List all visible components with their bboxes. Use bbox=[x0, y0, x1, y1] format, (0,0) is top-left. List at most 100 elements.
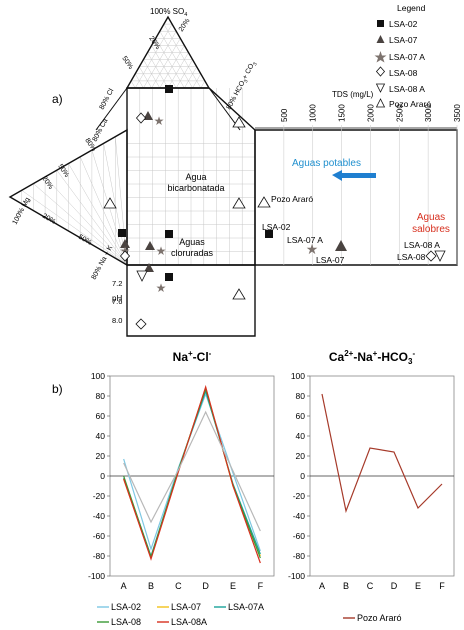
tds-tick-label: 3500 bbox=[453, 104, 462, 122]
x-tick-label: E bbox=[230, 581, 236, 591]
x-tick-label: D bbox=[202, 581, 209, 591]
tds-tick-label: 500 bbox=[280, 108, 289, 122]
legend-item-lsa08a: LSA-08 A bbox=[389, 84, 425, 94]
marker-pozo-tds bbox=[257, 196, 271, 208]
y-tick-label: -40 bbox=[293, 511, 306, 521]
y-tick-label: 100 bbox=[291, 371, 305, 381]
ph-label: pH bbox=[112, 294, 122, 303]
legend-b-lsa08: LSA-08 bbox=[111, 617, 141, 627]
tick-20-left-up: 20% bbox=[40, 175, 54, 191]
legend-b-lsa07: LSA-07 bbox=[171, 602, 201, 612]
legend-marker-lsa08 bbox=[375, 66, 386, 77]
marker-lsa02-center bbox=[165, 230, 173, 238]
aguas-salobres-2: salobres bbox=[412, 224, 450, 235]
diamond-edge bbox=[95, 87, 128, 131]
tick-20-top-r: 20% bbox=[178, 18, 192, 34]
legend-marker-lsa02 bbox=[377, 20, 384, 27]
lsa08-label: LSA-08 bbox=[397, 252, 426, 262]
legend-item-lsa08: LSA-08 bbox=[389, 68, 418, 78]
marker-lsa07a-ph: ★ bbox=[156, 281, 167, 295]
marker-lsa08a-ph bbox=[136, 270, 148, 282]
piper-grid bbox=[21, 23, 255, 266]
y-tick-label: -80 bbox=[93, 551, 106, 561]
series-line-lsa-08 bbox=[123, 386, 261, 559]
marker-pozo-left bbox=[103, 197, 117, 209]
legend-b-pozo: Pozo Araró bbox=[357, 613, 402, 623]
aguas-cloruradas-2: cloruradas bbox=[171, 248, 214, 258]
legend-item-lsa02: LSA-02 bbox=[389, 19, 418, 29]
panel-b-label: b) bbox=[52, 382, 63, 396]
marker-lsa07a-tds: ★ bbox=[306, 241, 319, 257]
label-na-k: 80% Na + K bbox=[91, 244, 115, 281]
chart-na-cl: 100 80 60 40 20 0 -20 -40 -60 -80 -100 A B C D E F bbox=[88, 371, 275, 591]
label-so4: 100% SO4 bbox=[150, 7, 187, 18]
series-line-lsa-07a bbox=[123, 389, 261, 558]
piper-markers: ★ ★ ★ ★ ★ bbox=[103, 85, 446, 330]
marker-lsa08-left bbox=[119, 250, 131, 262]
legend-b: LSA-02 LSA-07 LSA-07A LSA-08 LSA-08A Poz… bbox=[97, 602, 402, 627]
potables-arrow-icon bbox=[332, 170, 376, 181]
legend-item-pozo: Pozo Araró bbox=[389, 99, 431, 109]
lsa02-label: LSA-02 bbox=[262, 222, 291, 232]
x-tick-label: F bbox=[439, 581, 445, 591]
x-tick-label: C bbox=[175, 581, 182, 591]
tds-label: TDS (mg/L) bbox=[332, 90, 374, 99]
series-line-lsa-07 bbox=[123, 385, 261, 560]
tds-tick-label: 3000 bbox=[424, 104, 433, 122]
chart-ca-na-hco3: 100 80 60 40 20 0 -20 -40 -60 -80 -100 A B C D E F bbox=[288, 371, 455, 591]
chart2-title: Ca2+-Na+-HCO3- bbox=[329, 349, 416, 366]
marker-lsa02-left bbox=[118, 229, 126, 237]
legend-item-lsa07a: LSA-07 A bbox=[389, 52, 425, 62]
marker-lsa07a-center: ★ bbox=[156, 244, 167, 258]
y-tick-label: 0 bbox=[300, 471, 305, 481]
y-tick-label: 80 bbox=[96, 391, 106, 401]
x-tick-label: A bbox=[121, 581, 127, 591]
tick-20-left-low: 20% bbox=[41, 213, 57, 226]
y-tick-label: -80 bbox=[293, 551, 306, 561]
y-tick-label: 20 bbox=[296, 451, 306, 461]
marker-lsa08-ph bbox=[135, 318, 147, 330]
ph-tick-80: 8.0 bbox=[112, 316, 122, 325]
tds-tick-label: 2500 bbox=[395, 104, 404, 122]
tds-tick-label: 1500 bbox=[338, 104, 347, 122]
series-line-lsa-08a bbox=[123, 384, 261, 564]
lsa07a-label: LSA-07 A bbox=[287, 235, 323, 245]
marker-lsa08-top bbox=[135, 112, 147, 124]
x-tick-label: C bbox=[367, 581, 374, 591]
y-tick-label: 80 bbox=[296, 391, 306, 401]
ph-tick-76: 7.6 bbox=[112, 297, 122, 306]
y-tick-label: 40 bbox=[296, 431, 306, 441]
y-tick-label: -20 bbox=[293, 491, 306, 501]
legend-b-lsa07a: LSA-07A bbox=[228, 602, 264, 612]
marker-lsa02-ph bbox=[165, 273, 173, 281]
legend-marker-lsa07 bbox=[376, 35, 385, 43]
lsa08a-label: LSA-08 A bbox=[404, 240, 440, 250]
legend-marker-lsa08a bbox=[375, 83, 386, 93]
agua-bicarbonatada-1: Agua bbox=[185, 172, 206, 182]
series-line-pozo-araró bbox=[321, 393, 443, 514]
marker-lsa02-top bbox=[165, 85, 173, 93]
y-tick-label: 40 bbox=[96, 431, 106, 441]
y-tick-label: -60 bbox=[93, 531, 106, 541]
y-tick-label: 20 bbox=[96, 451, 106, 461]
left-triangle bbox=[8, 128, 128, 267]
tds-axis: 500 1000 1500 2000 2500 3000 3500 bbox=[255, 104, 462, 265]
x-tick-label: E bbox=[415, 581, 421, 591]
y-tick-label: 0 bbox=[100, 471, 105, 481]
marker-lsa07a-top: ★ bbox=[154, 114, 165, 128]
legend-b-lsa08a: LSA-08A bbox=[171, 617, 207, 627]
legend-b-lsa02: LSA-02 bbox=[111, 602, 141, 612]
marker-pozo-center bbox=[232, 197, 246, 209]
marker-lsa07-ph bbox=[144, 263, 154, 272]
x-tick-label: D bbox=[391, 581, 398, 591]
y-tick-label: 60 bbox=[96, 411, 106, 421]
tick-50-left-low: 50% bbox=[77, 234, 93, 247]
series-line-lsa-02 bbox=[123, 392, 261, 552]
legend-title: Legend bbox=[397, 3, 426, 13]
y-tick-label: 60 bbox=[296, 411, 306, 421]
marker-lsa07-tds bbox=[335, 240, 347, 251]
y-tick-label: -20 bbox=[93, 491, 106, 501]
legend-marker-pozo bbox=[375, 98, 386, 108]
x-tick-label: B bbox=[148, 581, 154, 591]
